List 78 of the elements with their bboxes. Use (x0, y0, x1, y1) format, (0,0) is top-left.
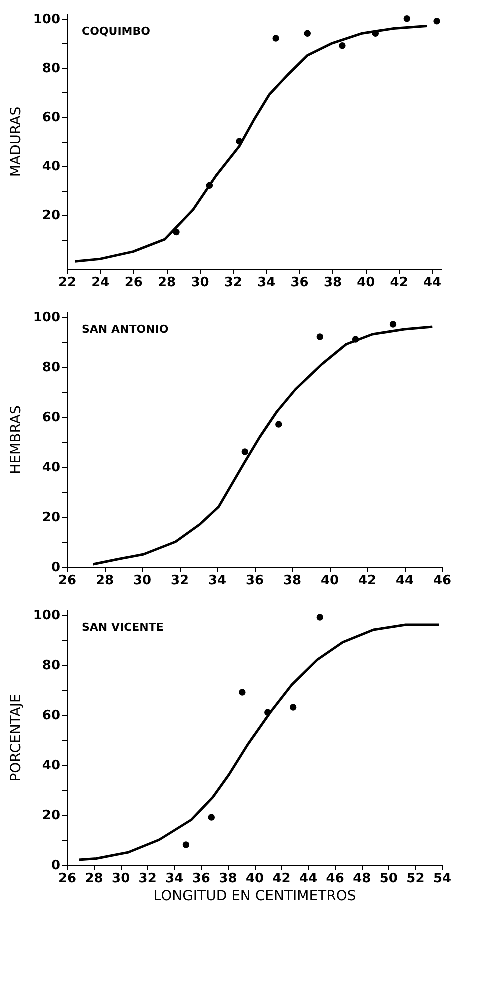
y-tick-label: 0 (51, 560, 60, 576)
x-tick-label: 34 (166, 872, 184, 886)
y-axis-title: PORCENTAJE (8, 694, 24, 782)
x-tick-label: 34 (258, 276, 276, 290)
x-tick-label: 40 (357, 276, 376, 290)
x-tick-label: 38 (219, 872, 238, 886)
x-tick-label: 36 (246, 574, 264, 588)
annotation: COQUIMBO (82, 25, 150, 38)
x-tick-label: 44 (396, 574, 414, 588)
x-tick-label: 52 (406, 872, 425, 886)
x-tick-label: 26 (58, 574, 77, 588)
point (316, 334, 324, 340)
y-tick-label: 80 (42, 61, 60, 76)
y-tick-label: 60 (42, 410, 60, 426)
point (239, 689, 246, 696)
point (208, 814, 215, 821)
point (304, 30, 311, 37)
x-tick-label: 44 (300, 872, 318, 886)
y-tick-label: 100 (33, 310, 60, 326)
x-tick-label: 28 (85, 872, 104, 886)
x-tick-label: 28 (96, 574, 114, 588)
x-tick-label: 32 (170, 574, 190, 588)
point (316, 614, 324, 621)
x-tick-label: 32 (224, 276, 242, 290)
point (390, 321, 397, 328)
y-tick-label: 0 (51, 858, 60, 874)
y-tick-label: 40 (42, 460, 60, 476)
point (182, 842, 190, 848)
y-tick-label: 60 (42, 110, 60, 126)
x-tick-label: 30 (191, 276, 210, 290)
x-tick-label: 30 (133, 574, 152, 588)
point (276, 421, 282, 428)
y-tick-label: 40 (42, 160, 60, 175)
y-tick-label: 20 (42, 808, 60, 824)
x-tick-label: 42 (390, 276, 408, 290)
point (339, 42, 346, 50)
x-tick-label: 22 (58, 276, 77, 290)
x-axis-title: LONGITUD EN CENTIMETROS (154, 888, 356, 904)
x-tick-label: 26 (58, 872, 77, 886)
annotation: SAN VICENTE (82, 621, 164, 634)
x-tick-label: 38 (283, 574, 302, 588)
y-axis-title: MADURAS (8, 106, 24, 178)
x-tick-label: 50 (380, 872, 398, 886)
point (242, 448, 248, 456)
x-tick-label: 44 (423, 276, 442, 290)
x-tick-label: 24 (92, 276, 110, 290)
y-tick-label: 80 (42, 360, 60, 376)
point (290, 704, 297, 711)
line-series (78, 624, 441, 862)
y-tick-label: 20 (42, 208, 60, 224)
x-tick-label: 46 (433, 574, 452, 588)
line-series (74, 25, 428, 263)
point (434, 18, 440, 25)
y-tick-label: 80 (42, 658, 60, 674)
point (272, 35, 280, 42)
x-tick-label: 42 (272, 872, 291, 886)
x-tick-label: 48 (353, 872, 372, 886)
x-tick-label: 38 (324, 276, 342, 290)
x-tick-label: 36 (192, 872, 210, 886)
annotation: SAN ANTONIO (82, 323, 169, 336)
x-tick-label: 34 (208, 574, 227, 588)
x-tick-label: 42 (358, 574, 377, 588)
x-tick-label: 40 (246, 872, 264, 886)
x-tick-label: 36 (290, 276, 309, 290)
x-tick-label: 32 (138, 872, 157, 886)
x-tick-label: 54 (433, 872, 452, 886)
x-tick-label: 30 (112, 872, 130, 886)
point (404, 16, 411, 22)
y-axis-title: HEMBRAS (8, 406, 24, 474)
y-tick-label: 60 (42, 708, 60, 724)
y-tick-label: 40 (42, 758, 60, 774)
x-tick-label: 46 (326, 872, 344, 886)
y-tick-label: 100 (33, 608, 60, 624)
y-tick-label: 100 (33, 12, 60, 28)
x-tick-label: 28 (158, 276, 176, 290)
x-tick-label: 40 (320, 574, 340, 588)
x-tick-label: 26 (124, 276, 143, 290)
y-tick-label: 20 (42, 510, 60, 526)
